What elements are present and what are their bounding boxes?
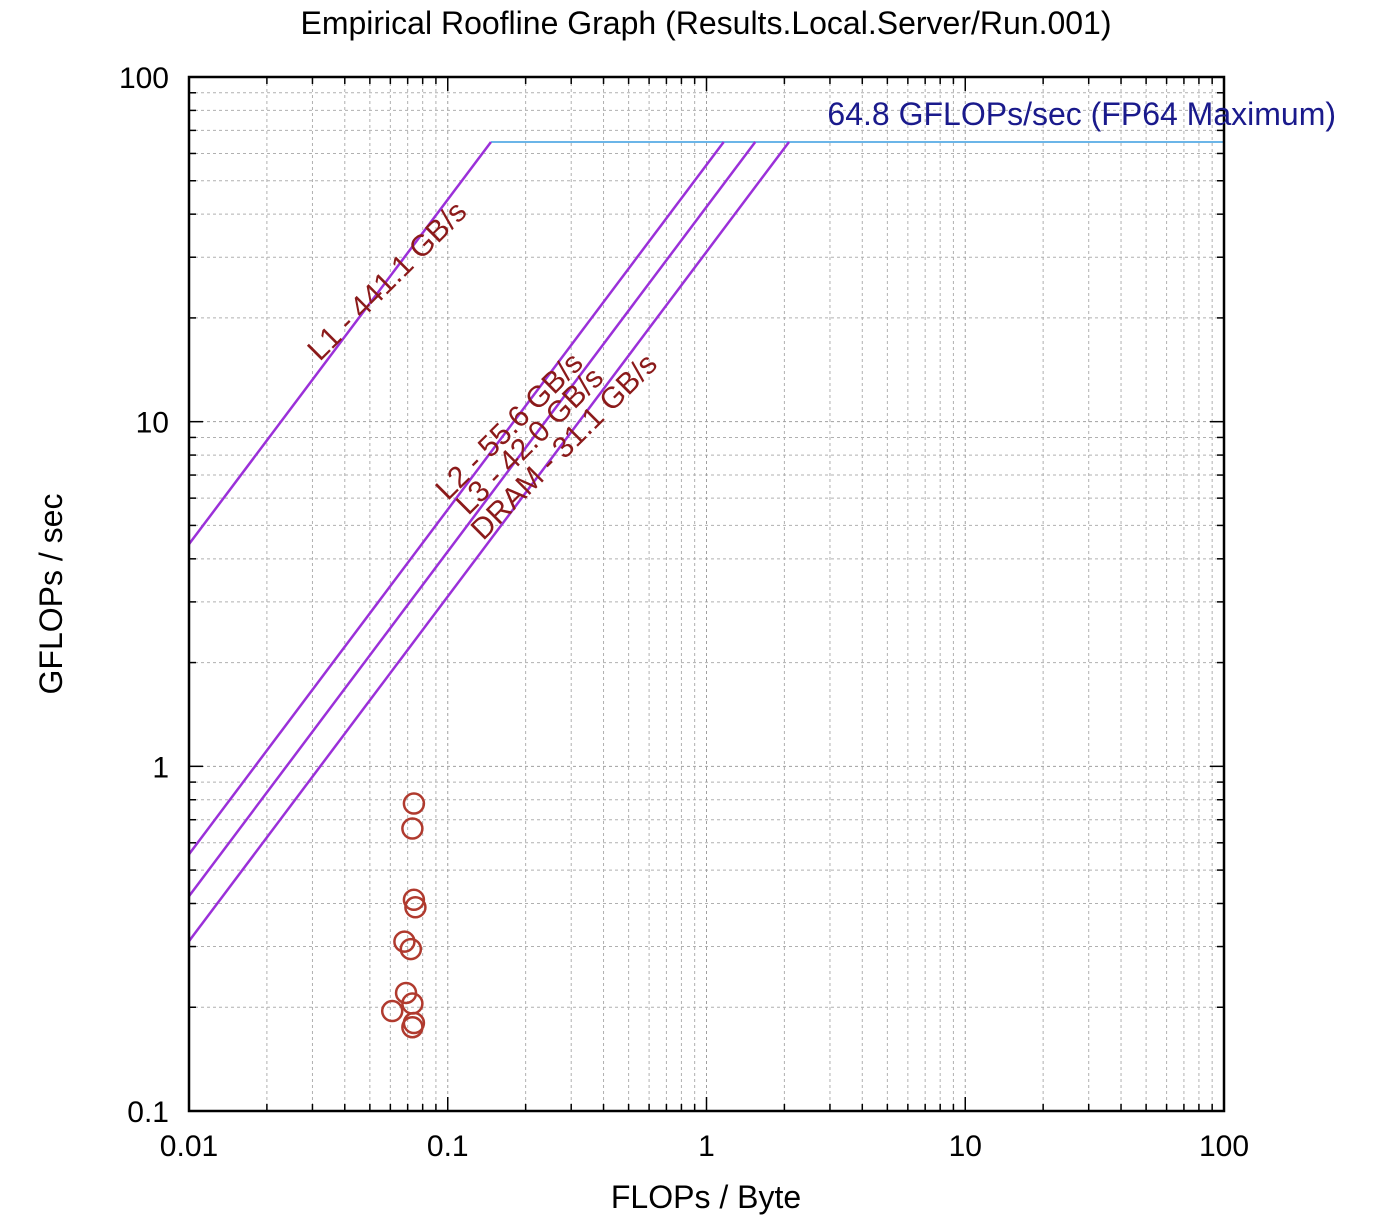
chart-title: Empirical Roofline Graph (Results.Local.… (300, 5, 1111, 41)
x-tick-label: 0.01 (160, 1130, 218, 1163)
data-point (401, 817, 424, 840)
y-tick-label: 100 (119, 62, 169, 95)
data-point (401, 1015, 424, 1039)
x-axis-label: FLOPs / Byte (611, 1179, 801, 1215)
data-point (402, 792, 426, 815)
y-tick-label: 1 (152, 751, 169, 784)
rooflines (188, 140, 1224, 942)
grid (189, 77, 1224, 1111)
fp64-peak-label: 64.8 GFLOPs/sec (FP64 Maximum) (827, 96, 1336, 132)
x-tick-label: 10 (949, 1130, 982, 1163)
roofline-0 (188, 141, 492, 545)
y-axis-label: GFLOPs / sec (33, 494, 69, 695)
data-point (404, 896, 427, 919)
data-point (380, 999, 404, 1023)
data-points (380, 792, 427, 1039)
roofline-1 (188, 141, 725, 855)
data-point (393, 930, 416, 953)
x-tick-label: 100 (1199, 1130, 1249, 1163)
y-tick-label: 10 (136, 407, 169, 440)
data-point (402, 888, 426, 912)
plot-frame (187, 75, 1226, 1113)
y-tick-label: 0.1 (127, 1096, 169, 1129)
roofline-2 (188, 141, 757, 897)
x-tick-label: 0.1 (427, 1130, 469, 1163)
x-tick-label: 1 (698, 1130, 715, 1163)
roofline-3 (188, 141, 790, 942)
roofline-labels: 64.8 GFLOPs/sec (FP64 Maximum)L1 - 441.1… (301, 96, 1336, 546)
data-point (399, 937, 423, 961)
